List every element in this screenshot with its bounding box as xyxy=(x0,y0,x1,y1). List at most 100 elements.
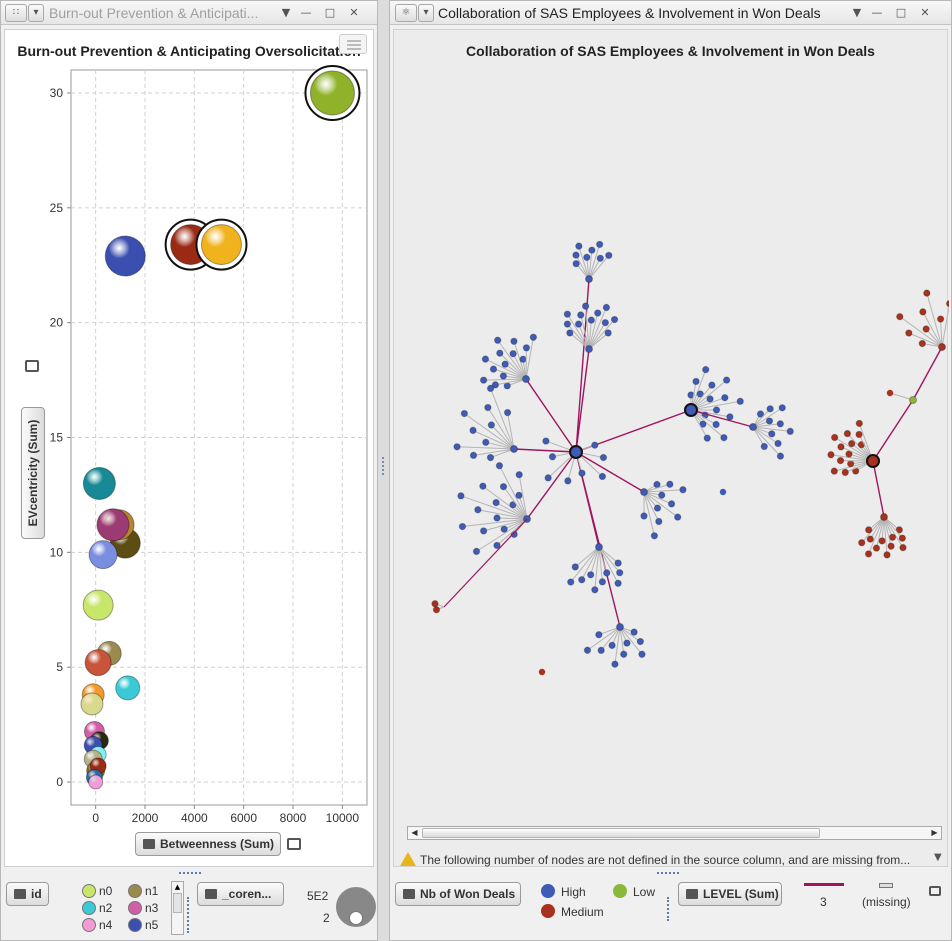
edge xyxy=(497,517,528,520)
edge xyxy=(861,516,885,544)
network-node xyxy=(620,650,628,658)
edge xyxy=(499,352,527,380)
legend-swatch[interactable] xyxy=(128,918,142,932)
color-role-button[interactable]: _coren... xyxy=(197,882,284,906)
edge xyxy=(483,378,527,381)
window-title: Collaboration of SAS Employees & Involve… xyxy=(438,5,821,21)
window-title: Burn-out Prevention & Anticipati... xyxy=(49,5,259,21)
network-node xyxy=(460,409,469,418)
network-node xyxy=(598,472,607,481)
network-node xyxy=(578,576,586,584)
network-node xyxy=(636,637,645,646)
edge xyxy=(574,546,600,568)
network-node xyxy=(638,650,646,658)
scatter-chart-icon[interactable]: ∷ xyxy=(5,4,27,22)
legend-swatch-medium[interactable] xyxy=(541,904,555,918)
y-tick-label: 0 xyxy=(56,775,63,789)
network-graph[interactable] xyxy=(394,60,949,820)
legend-swatch[interactable] xyxy=(82,884,96,898)
legend-swatch-low[interactable] xyxy=(613,884,627,898)
network-node xyxy=(522,375,530,383)
chart-menu-button[interactable] xyxy=(339,34,367,54)
minimize-icon[interactable]: — xyxy=(300,6,312,19)
network-node xyxy=(574,320,583,328)
maximize-icon[interactable]: □ xyxy=(324,6,336,19)
filter-icon[interactable]: ▼ xyxy=(281,6,291,19)
legend-swatch-high[interactable] xyxy=(541,884,555,898)
scroll-left-icon[interactable]: ◀ xyxy=(411,828,418,837)
network-node xyxy=(566,329,574,337)
network-node xyxy=(591,441,599,449)
edge xyxy=(490,424,515,450)
horizontal-scrollbar[interactable]: ◀ ▶ xyxy=(407,826,942,840)
scatter-chart-area: Burn-out Prevention & Anticipating Overs… xyxy=(4,29,374,867)
y-axis-role-button[interactable]: EVcentricity (Sum) xyxy=(21,407,45,539)
legend-swatch[interactable] xyxy=(82,901,96,915)
legend-swatch[interactable] xyxy=(128,884,142,898)
minimize-icon[interactable]: — xyxy=(871,6,883,19)
lock-icon[interactable] xyxy=(25,360,39,372)
edge xyxy=(588,322,606,350)
scroll-up-icon[interactable]: ▲ xyxy=(174,883,181,891)
chevron-down-icon[interactable]: ▾ xyxy=(418,4,434,22)
data-bubble xyxy=(309,70,355,116)
close-icon[interactable]: ✕ xyxy=(920,6,930,19)
scatter-window-titlebar[interactable]: ∷ ▾ Burn-out Prevention & Anticipati... … xyxy=(1,1,377,25)
drag-hint xyxy=(179,872,201,874)
network-node xyxy=(936,315,945,323)
edge xyxy=(830,454,874,462)
network-node xyxy=(548,453,557,461)
edge xyxy=(507,412,515,450)
chevron-down-icon[interactable]: ▼ xyxy=(934,852,942,863)
close-icon[interactable]: ✕ xyxy=(349,6,359,19)
lock-icon[interactable] xyxy=(929,886,941,896)
edge xyxy=(566,313,590,350)
drag-hint xyxy=(657,872,679,874)
legend-swatch[interactable] xyxy=(82,918,96,932)
scatter-plot[interactable]: 0 2000 4000 6000 8000 10000 0 5 10 15 20 25 30 xyxy=(5,30,375,868)
edge xyxy=(941,304,949,348)
network-node xyxy=(519,355,527,363)
maximize-icon[interactable]: □ xyxy=(895,6,907,19)
network-chart-icon[interactable]: ⚛ xyxy=(395,4,417,22)
edge xyxy=(883,516,893,538)
scroll-right-icon[interactable]: ▶ xyxy=(931,828,938,837)
network-node xyxy=(836,456,845,465)
y-tick-label: 15 xyxy=(50,431,64,445)
scroll-thumb[interactable] xyxy=(422,828,820,838)
link-color-role-button[interactable]: LEVEL (Sum) xyxy=(678,882,782,906)
size-role-button[interactable]: Nb of Won Deals xyxy=(395,882,521,906)
size-legend: 5E2 2 xyxy=(301,885,379,935)
scroll-thumb[interactable] xyxy=(173,893,182,913)
network-node xyxy=(599,453,608,462)
splitter-handle[interactable] xyxy=(380,455,386,481)
hub-node xyxy=(684,403,698,417)
x-axis-role-button[interactable]: Betweenness (Sum) xyxy=(135,832,281,856)
network-node xyxy=(578,469,586,477)
filter-icon[interactable]: ▼ xyxy=(852,6,862,19)
network-node xyxy=(687,391,695,399)
edge xyxy=(483,518,528,532)
edge xyxy=(588,312,599,350)
network-node xyxy=(895,526,904,534)
size-role-label: Nb of Won Deals xyxy=(420,887,516,901)
edge xyxy=(643,483,671,493)
network-node xyxy=(482,438,490,447)
lock-icon[interactable] xyxy=(287,838,301,850)
network-node xyxy=(587,316,595,324)
edge xyxy=(881,516,885,541)
legend-swatch[interactable] xyxy=(128,901,142,915)
network-node xyxy=(616,623,624,631)
weighted-edge xyxy=(575,348,590,453)
legend-scrollbar[interactable]: ▲ xyxy=(171,881,184,935)
network-window-titlebar[interactable]: ⚛ ▾ Collaboration of SAS Employees & Inv… xyxy=(390,1,951,25)
network-node xyxy=(837,443,845,451)
network-node xyxy=(595,240,604,249)
group-role-button[interactable]: id xyxy=(6,882,49,906)
edge xyxy=(752,426,791,432)
network-node xyxy=(623,639,631,647)
edge xyxy=(580,314,590,350)
network-node xyxy=(479,527,488,535)
edge xyxy=(513,341,527,380)
chevron-down-icon[interactable]: ▾ xyxy=(28,4,44,22)
